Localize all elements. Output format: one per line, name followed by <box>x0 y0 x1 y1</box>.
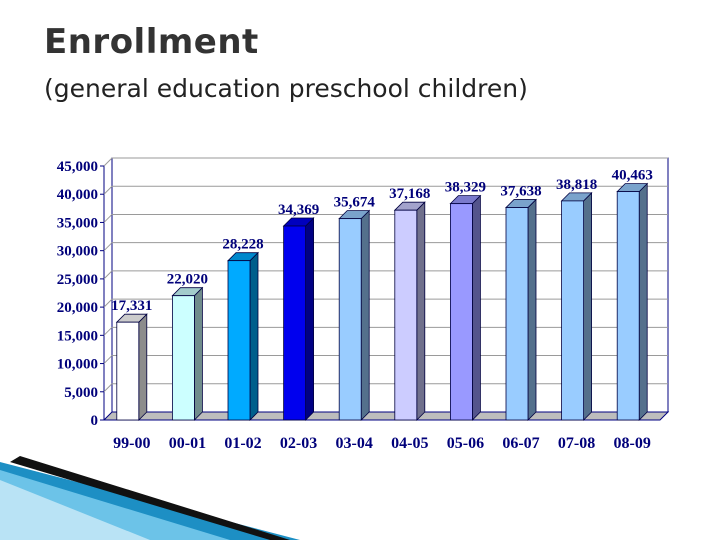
x-tick-label: 06-07 <box>502 435 539 452</box>
data-label: 37,638 <box>500 184 541 200</box>
y-tick-label: 20,000 <box>57 300 98 316</box>
y-tick-label: 30,000 <box>57 244 98 260</box>
data-label: 17,331 <box>111 298 152 314</box>
y-tick-label: 15,000 <box>57 328 98 344</box>
data-label: 40,463 <box>612 168 653 184</box>
bar-side <box>416 201 426 421</box>
gridline-side <box>103 242 113 252</box>
bar-side <box>638 182 648 421</box>
gridline-side <box>103 298 113 308</box>
gridline-side <box>103 270 113 280</box>
x-tick-label: 05-06 <box>447 435 484 452</box>
bar <box>283 225 307 421</box>
y-tick-label: 35,000 <box>57 215 98 231</box>
slide-subtitle: (general education preschool children) <box>44 74 528 103</box>
x-tick-label: 01-02 <box>224 435 261 452</box>
bar <box>616 191 640 421</box>
bar-side <box>360 209 370 421</box>
gridline-side <box>103 157 113 167</box>
bar <box>338 218 362 421</box>
y-tick-label: 0 <box>91 413 99 429</box>
gridline-side <box>103 383 113 393</box>
gridline-side <box>103 326 113 336</box>
x-tick-label: 04-05 <box>391 435 428 452</box>
x-tick-label: 00-01 <box>169 435 206 452</box>
x-tick-label: 08-09 <box>614 435 651 452</box>
bar-side <box>305 217 315 421</box>
y-tick-label: 40,000 <box>57 187 98 203</box>
y-tick-label: 45,000 <box>57 159 98 175</box>
slide-title: Enrollment <box>44 22 259 62</box>
data-label: 35,674 <box>334 195 376 211</box>
gridline-side <box>103 355 113 364</box>
bar-side <box>138 313 148 421</box>
bar <box>561 200 584 421</box>
bar <box>171 295 195 421</box>
data-label: 37,168 <box>389 186 430 202</box>
data-label: 34,369 <box>278 202 319 218</box>
bar-side <box>583 191 592 421</box>
x-tick-label: 07-08 <box>558 435 595 452</box>
x-tick-label: 99-00 <box>113 435 150 452</box>
bar <box>227 260 251 421</box>
bar-side <box>193 286 203 421</box>
bar-side <box>249 251 259 421</box>
x-tick-label: 02-03 <box>280 435 317 452</box>
y-tick-label: 10,000 <box>57 357 98 373</box>
gridline-side <box>103 214 113 223</box>
bar <box>449 203 473 421</box>
x-tick-label: 03-04 <box>336 435 373 452</box>
bar <box>116 321 140 421</box>
data-label: 28,228 <box>222 237 263 253</box>
y-tick-label: 25,000 <box>57 272 98 288</box>
bar <box>394 209 418 421</box>
data-label: 38,329 <box>445 180 486 196</box>
gridline-side <box>103 185 113 195</box>
bar <box>505 207 529 421</box>
y-tick-label: 5,000 <box>64 385 98 401</box>
data-label: 22,020 <box>167 272 208 288</box>
bar-side <box>527 198 537 421</box>
bar-side <box>471 194 481 421</box>
data-label: 38,818 <box>556 177 597 193</box>
